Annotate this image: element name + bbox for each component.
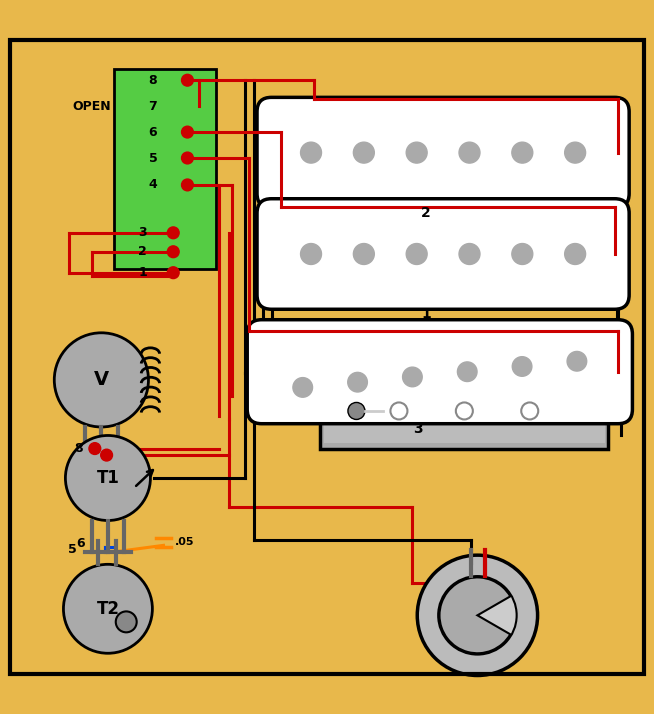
Wedge shape [439,578,510,653]
Circle shape [567,351,587,371]
Bar [114,69,216,268]
Bar [320,373,608,448]
Circle shape [512,357,532,376]
Circle shape [459,243,480,264]
FancyBboxPatch shape [257,198,629,309]
Circle shape [301,243,322,264]
Circle shape [406,142,427,163]
Text: 8: 8 [74,442,83,455]
Circle shape [417,555,538,675]
Text: 2: 2 [421,206,431,220]
Circle shape [167,246,179,258]
Circle shape [167,227,179,238]
Text: 8: 8 [148,74,157,86]
Circle shape [564,142,585,163]
Text: 3: 3 [413,422,423,436]
Circle shape [438,576,517,655]
Text: 3: 3 [139,226,147,239]
Circle shape [564,243,585,264]
Text: 4: 4 [148,178,158,191]
Circle shape [182,74,194,86]
Text: 5: 5 [148,151,158,164]
Circle shape [390,403,407,419]
FancyBboxPatch shape [257,97,629,208]
Circle shape [348,373,368,392]
FancyBboxPatch shape [247,320,632,423]
Text: 7: 7 [148,100,158,113]
Text: 1: 1 [421,308,431,321]
Text: OPEN: OPEN [73,100,111,113]
Circle shape [293,378,313,397]
Text: V: V [94,371,109,389]
Circle shape [182,126,194,138]
Circle shape [353,243,374,264]
Circle shape [116,611,137,633]
Text: 6: 6 [76,537,85,550]
Text: T2: T2 [96,600,120,618]
Circle shape [353,142,374,163]
Circle shape [406,243,427,264]
Circle shape [65,436,150,521]
Circle shape [301,142,322,163]
Circle shape [348,403,365,419]
Bar [324,378,605,443]
Circle shape [89,443,101,454]
Text: 2: 2 [139,245,147,258]
Circle shape [512,142,533,163]
Circle shape [101,449,112,461]
Circle shape [182,152,194,164]
Circle shape [457,362,477,381]
Circle shape [403,367,422,387]
Circle shape [456,403,473,419]
Text: 5: 5 [67,543,77,556]
Text: 1: 1 [139,266,147,279]
Text: T1: T1 [97,469,119,487]
Circle shape [521,403,538,419]
Circle shape [167,267,179,278]
Circle shape [512,243,533,264]
Circle shape [54,333,148,427]
Text: .05: .05 [175,537,195,547]
Circle shape [459,142,480,163]
Text: 6: 6 [148,126,157,139]
Circle shape [182,179,194,191]
Circle shape [63,564,152,653]
